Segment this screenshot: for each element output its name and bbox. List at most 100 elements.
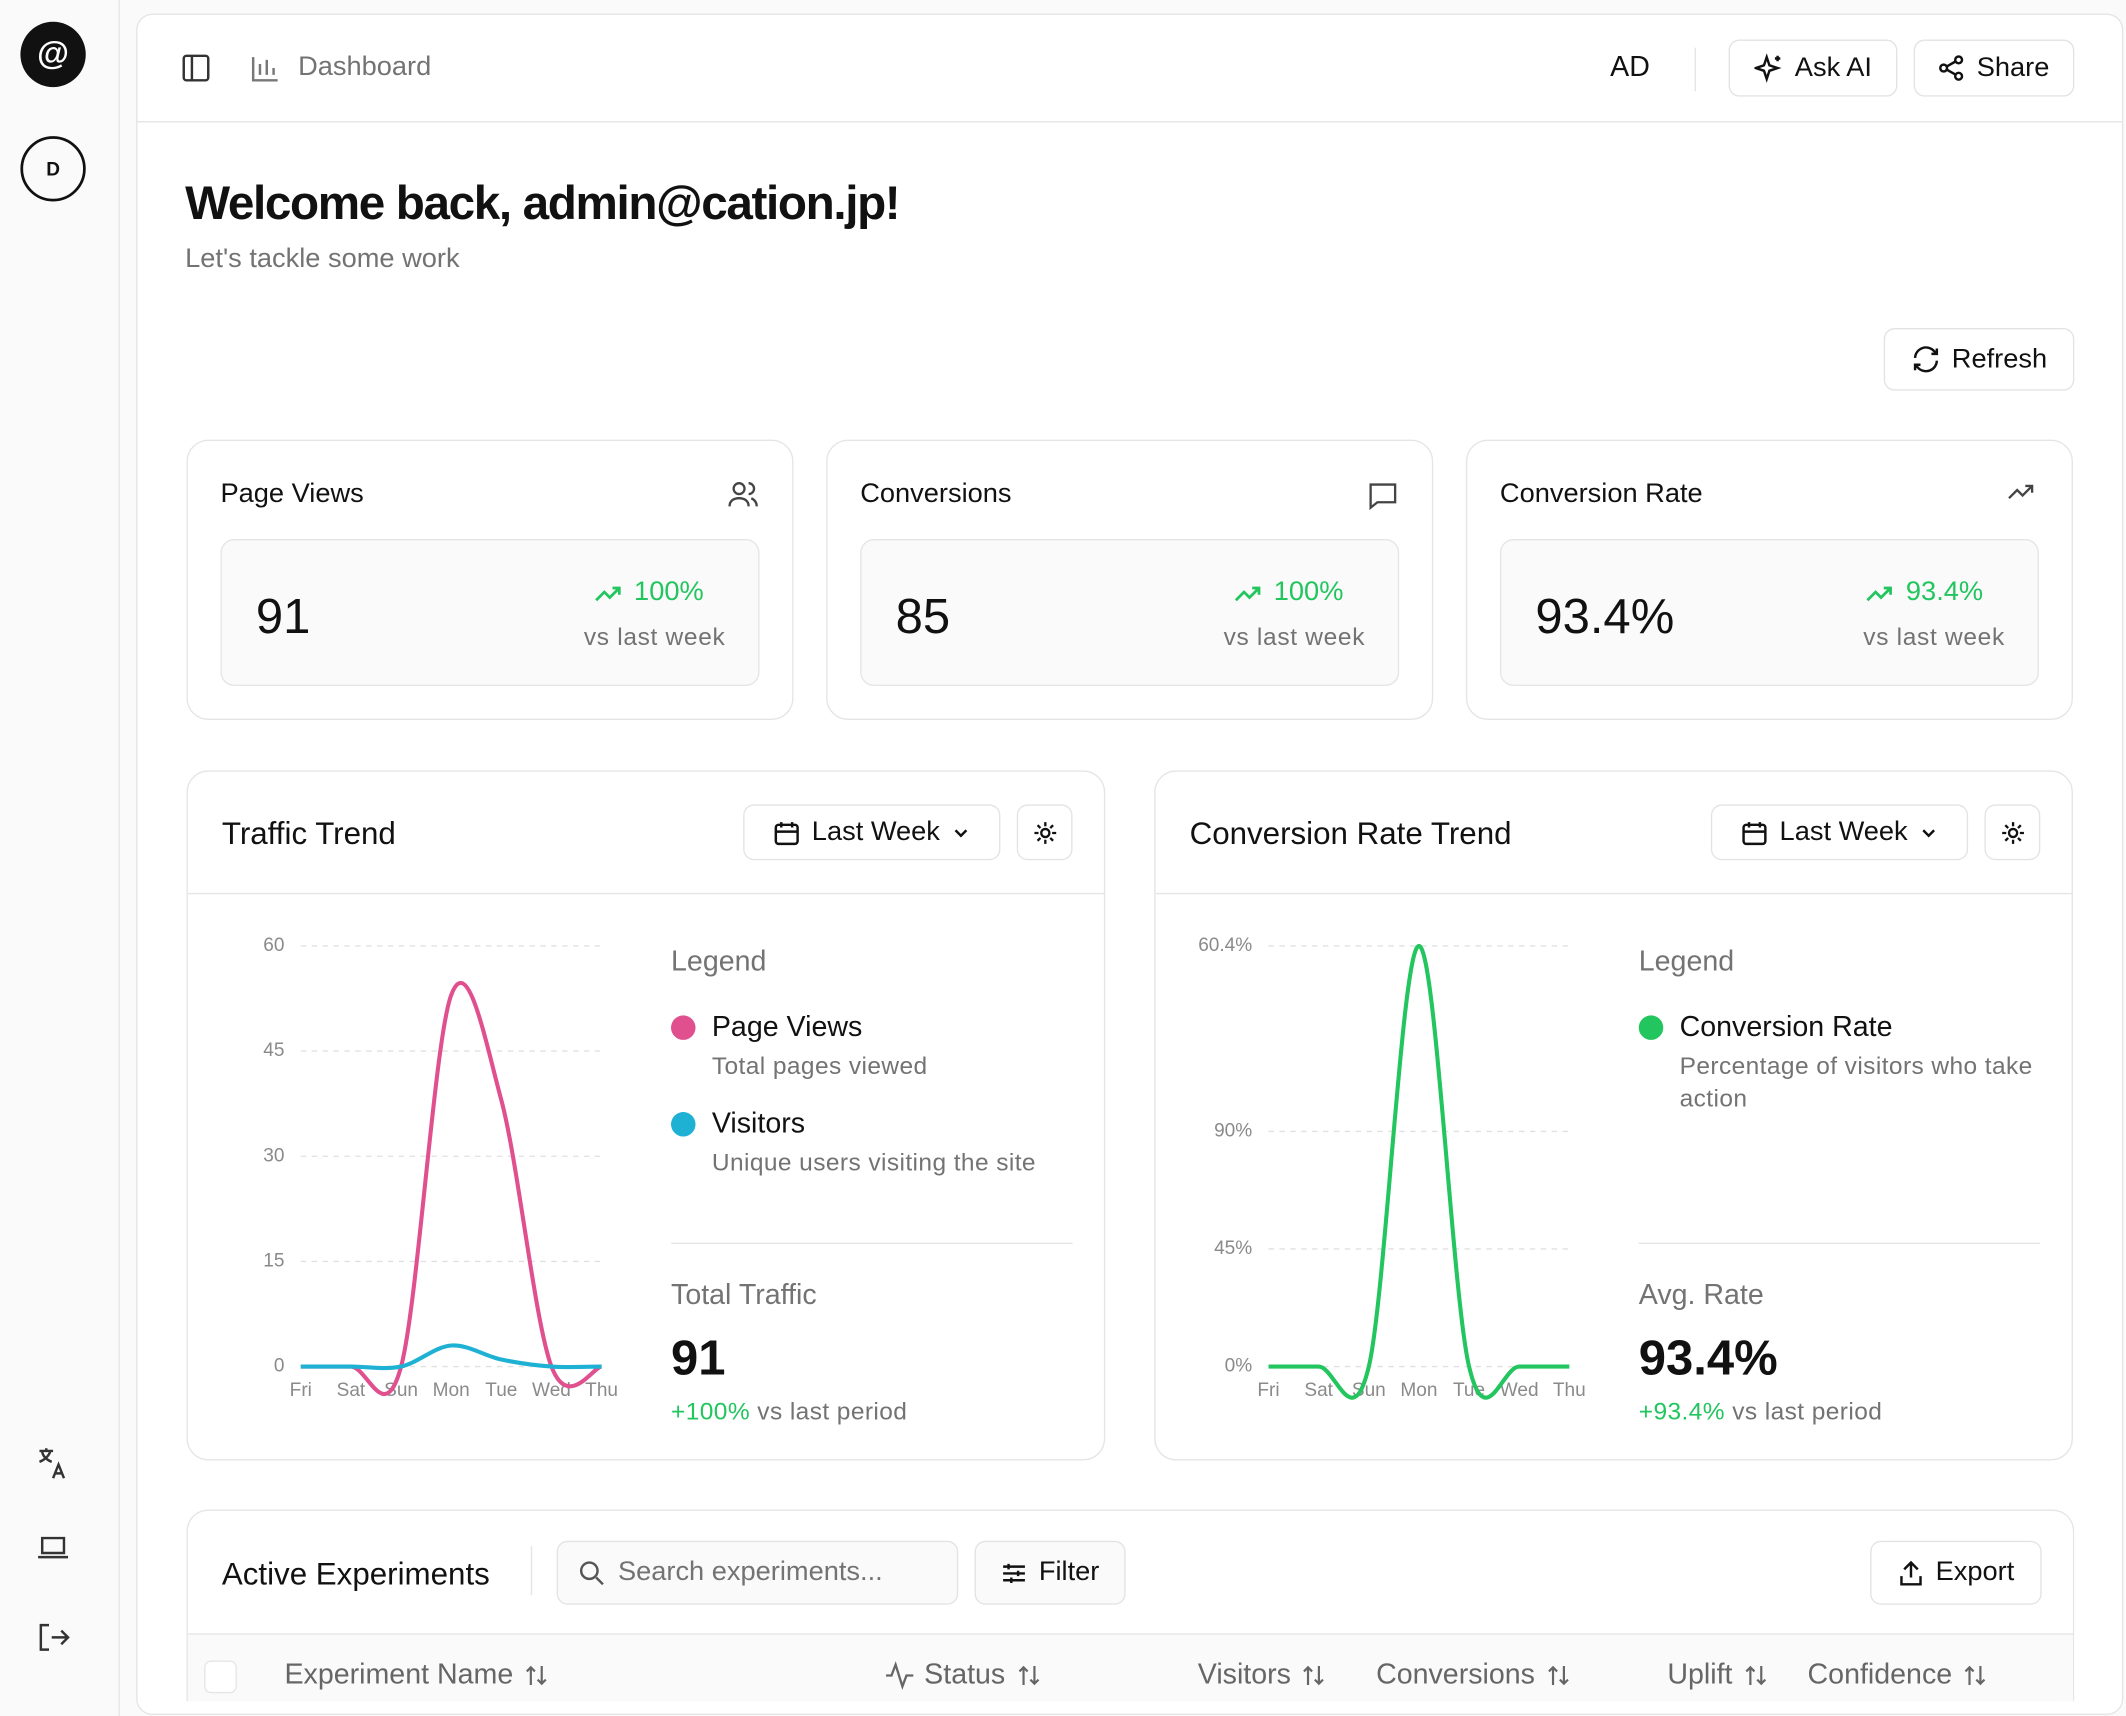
summary-divider (671, 1242, 1073, 1245)
table-header-bg (187, 1633, 2073, 1702)
legend-title: Legend (1638, 945, 1735, 978)
column-header[interactable]: Visitors (1198, 1659, 1327, 1692)
table-title: Active Experiments (221, 1555, 490, 1592)
gear-icon (2001, 821, 2024, 844)
chevron-icon (1921, 828, 1935, 837)
legend-name: Visitors (711, 1107, 806, 1140)
x-tick-label: Fri (1257, 1380, 1279, 1401)
column-label: Experiment Name (284, 1659, 514, 1691)
series-line (1268, 943, 1570, 1400)
header-divider (136, 121, 2124, 123)
stat-value: 93.4% (1535, 587, 1675, 644)
column-header[interactable]: Confidence (1808, 1659, 1988, 1692)
range-dropdown[interactable]: Last Week (1710, 804, 1969, 861)
stat-card: Page Views 91 100% vs last week (186, 439, 794, 721)
column-label: Visitors (1197, 1659, 1291, 1691)
share-label: Share (1976, 52, 2050, 83)
filter-label: Filter (1038, 1557, 1100, 1588)
y-tick-label: 30 (263, 1145, 284, 1166)
range-label: Last Week (811, 816, 940, 847)
sort-icon (526, 1665, 547, 1686)
column-header[interactable]: Uplift (1667, 1659, 1768, 1692)
breadcrumb[interactable]: Dashboard (298, 51, 432, 82)
stat-label: Conversions (860, 479, 1012, 510)
summary-value: 91 (671, 1329, 726, 1386)
series-line (300, 1343, 602, 1371)
x-tick-label: Sat (337, 1380, 366, 1401)
legend-dot (1638, 1015, 1664, 1040)
x-tick-label: Fri (290, 1380, 312, 1401)
stat-change: 100% (1233, 577, 1343, 608)
export-label: Export (1935, 1557, 2015, 1588)
range-dropdown[interactable]: Last Week (743, 804, 1001, 861)
legend-description: Percentage of visitors who take action (1679, 1052, 2033, 1113)
stat-change-value: 100% (634, 577, 704, 608)
welcome-title: Welcome back, admin@cation.jp! (185, 176, 901, 231)
summary-note: vs last period (757, 1397, 908, 1426)
summary-label: Avg. Rate (1638, 1279, 1764, 1311)
settings-button[interactable] (1016, 804, 1073, 861)
header-icons (182, 54, 278, 82)
column-label: Confidence (1807, 1659, 1953, 1691)
ask-ai-button[interactable]: Ask AI (1728, 39, 1898, 97)
logout-icon[interactable] (39, 1623, 70, 1651)
export-icon (1900, 1560, 1922, 1585)
legend-name: Conversion Rate (1679, 1011, 1893, 1043)
column-header[interactable]: Conversions (1376, 1659, 1570, 1692)
panel-title: Traffic Trend (221, 815, 396, 851)
legend-title: Legend (671, 945, 767, 978)
y-tick-label: 60 (263, 935, 284, 956)
chevron-icon (954, 828, 967, 837)
sidebar-icons (38, 1448, 70, 1651)
chart-icon (251, 57, 278, 82)
calendar-icon (1742, 821, 1768, 845)
stat-note: vs last week (1863, 623, 2005, 651)
stat-value: 85 (895, 587, 951, 644)
search-box[interactable]: Search experiments... (556, 1540, 959, 1605)
search-placeholder: Search experiments... (617, 1557, 883, 1588)
summary-note: vs last period (1732, 1397, 1883, 1426)
stat-inner: 85 100% vs last week (860, 538, 1400, 686)
title-separator (530, 1546, 533, 1596)
summary-change: +93.4% (1638, 1397, 1726, 1426)
welcome-subtitle: Let's tackle some work (185, 243, 460, 274)
panel-title: Conversion Rate Trend (1189, 815, 1512, 851)
panel-divider (1155, 892, 2072, 895)
filter-icon (1003, 1563, 1026, 1583)
legend-dot (671, 1015, 696, 1040)
x-tick-label: Mon (433, 1380, 470, 1401)
x-tick-label: Tue (1453, 1380, 1485, 1401)
user-initials[interactable]: AD (1610, 51, 1650, 84)
sort-icon (1745, 1665, 1766, 1686)
translate-icon[interactable] (39, 1448, 66, 1479)
avatar[interactable]: D (20, 136, 86, 202)
sidebar (0, 0, 120, 1716)
stat-value: 91 (255, 587, 311, 644)
column-header[interactable]: Experiment Name (284, 1659, 548, 1692)
settings-button[interactable] (1984, 804, 2041, 861)
filter-button[interactable]: Filter (974, 1540, 1126, 1605)
stat-icon (2008, 484, 2034, 499)
x-tick-label: Thu (585, 1380, 618, 1401)
stat-icon (1369, 483, 1397, 511)
summary-change-row: +100% vs last period (671, 1398, 907, 1427)
legend-dot (671, 1112, 696, 1137)
chart: 0% 45% 90% 60.4% Fri Sat Sun Mon Tue Wed Thu (1198, 935, 1586, 1401)
x-tick-label: Sat (1304, 1380, 1333, 1401)
device-icon[interactable] (38, 1536, 69, 1559)
range-label: Last Week (1779, 816, 1908, 847)
y-tick-label: 0 (274, 1356, 285, 1377)
stat-change: 100% (593, 577, 704, 608)
legend-name: Page Views (711, 1011, 863, 1043)
sidebar-toggle[interactable] (182, 54, 210, 82)
logo[interactable]: @ (20, 21, 86, 88)
x-tick-label: Thu (1553, 1380, 1586, 1401)
share-button[interactable]: Share (1913, 39, 2075, 97)
export-button[interactable]: Export (1870, 1540, 2042, 1605)
column-header[interactable]: Status (924, 1659, 1040, 1692)
y-tick-label: 15 (263, 1250, 284, 1271)
refresh-button[interactable]: Refresh (1883, 328, 2075, 391)
select-all-checkbox[interactable] (204, 1660, 237, 1694)
y-tick-label: 0% (1225, 1356, 1253, 1377)
